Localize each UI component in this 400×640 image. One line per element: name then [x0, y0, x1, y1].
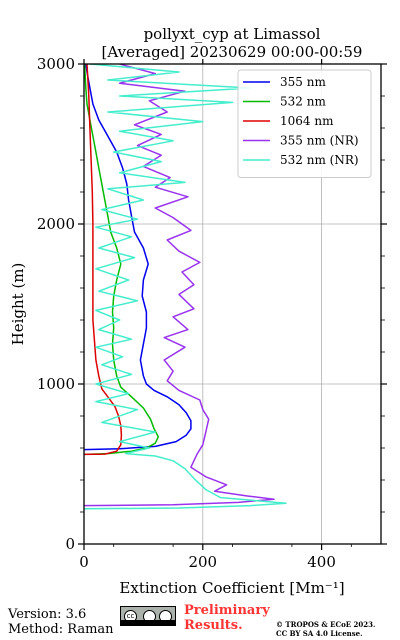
x-axis-label: Extinction Coefficient [Mm⁻¹]	[119, 579, 344, 597]
chart-title-line2: [Averaged] 20230629 00:00-00:59	[102, 43, 363, 61]
x-tick-label: 0	[79, 553, 89, 571]
y-tick-label: 1000	[37, 375, 75, 393]
legend-label: 1064 nm	[280, 114, 334, 128]
copyright-line1: © TROPOS & ECoE 2023.	[276, 620, 376, 629]
series-line-0	[84, 64, 192, 451]
y-axis-label: Height (m)	[9, 263, 27, 346]
legend-label: 532 nm	[280, 95, 326, 109]
cc-by-sa-badge-icon: cc	[120, 606, 176, 626]
series-line-3	[84, 64, 275, 507]
series-line-2	[84, 64, 123, 456]
series-line-1	[84, 64, 160, 456]
method-text: Method: Raman	[8, 622, 114, 637]
copyright-line2: CC BY SA 4.0 License.	[276, 629, 363, 638]
version-text: Version: 3.6	[8, 607, 87, 622]
legend-label: 532 nm (NR)	[280, 153, 359, 167]
chart-title-line1: pollyxt_cyp at Limassol	[144, 25, 321, 43]
axis-ticks: 0 200 400 0 1000 2000 3000	[37, 55, 387, 571]
x-tick-label: 400	[307, 553, 336, 571]
legend-box	[237, 69, 372, 178]
legend-label: 355 nm	[280, 75, 326, 89]
legend-label: 355 nm (NR)	[280, 134, 359, 148]
y-tick-label: 2000	[37, 215, 75, 233]
series-line-4	[84, 64, 287, 510]
x-tick-label: 200	[188, 553, 217, 571]
copyright-text: © TROPOS & ECoE 2023. CC BY SA 4.0 Licen…	[276, 620, 396, 638]
badge-bar	[121, 620, 175, 625]
y-tick-label: 0	[65, 535, 75, 553]
legend: 355 nm 532 nm 1064 nm 355 nm (NR) 532 nm (NR…	[237, 69, 372, 178]
series-lines	[84, 64, 287, 510]
preliminary-results-text: Preliminary Results.	[184, 603, 270, 633]
y-tick-label: 3000	[37, 55, 75, 73]
